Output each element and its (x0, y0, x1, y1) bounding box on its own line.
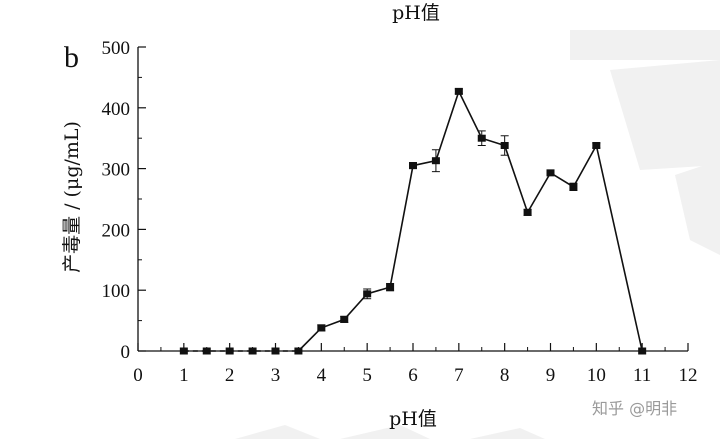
data-point (202, 347, 211, 355)
data-point (500, 141, 509, 149)
x-tick-label: 0 (133, 365, 143, 386)
y-tick-label: 200 (102, 220, 131, 241)
data-point (431, 157, 440, 165)
x-tick-label: 9 (546, 365, 556, 386)
x-tick-label: 3 (271, 365, 281, 386)
x-tick-label: 4 (317, 365, 327, 386)
data-point (317, 324, 326, 332)
data-point (271, 347, 280, 355)
data-point (294, 347, 303, 355)
x-tick-label: 11 (633, 365, 651, 386)
watermark-shape-0 (570, 30, 720, 60)
page-title: pH值 (392, 2, 440, 24)
x-tick-label: 12 (679, 365, 698, 386)
watermark-shape-4 (340, 425, 430, 439)
data-point (340, 315, 349, 323)
x-tick-label: 5 (362, 365, 372, 386)
data-point (454, 87, 463, 95)
data-point (569, 183, 578, 191)
panel-label: b (64, 41, 79, 74)
x-tick-label: 2 (225, 365, 235, 386)
watermark-shape-3 (235, 425, 320, 439)
x-tick-label: 1 (179, 365, 189, 386)
x-tick-label: 6 (408, 365, 418, 386)
data-point (386, 283, 395, 291)
data-point (248, 347, 257, 355)
data-point (592, 141, 601, 149)
watermark-shape-1 (610, 60, 720, 170)
data-point (363, 290, 372, 298)
y-tick-label: 500 (102, 38, 131, 59)
x-tick-label: 10 (587, 365, 606, 386)
watermark-background (235, 30, 720, 439)
y-tick-label: 0 (121, 342, 131, 363)
data-point (409, 162, 417, 170)
series-line-layer (183, 89, 643, 352)
x-axis-label: pH值 (389, 408, 437, 430)
marker-layer (179, 87, 647, 355)
y-tick-label: 300 (102, 160, 131, 181)
data-point (179, 347, 188, 355)
error-bar-layer (317, 88, 601, 332)
data-point (225, 347, 234, 355)
watermark-shape-5 (470, 428, 545, 439)
x-tick-label: 7 (454, 365, 464, 386)
x-tick-label: 8 (500, 365, 510, 386)
x-axis-ticks: 0 1 2 3 4 5 6 7 8 9 10 11 12 (133, 343, 698, 386)
chart-axes (137, 47, 688, 352)
series-line (297, 89, 643, 352)
data-point (546, 169, 555, 177)
watermark-text: 知乎 @明非 (592, 399, 677, 418)
y-axis-label: 产毒量 / (μg/mL) (61, 121, 83, 273)
data-point (638, 347, 647, 355)
data-point (523, 208, 532, 216)
y-tick-label: 400 (102, 99, 131, 120)
watermark-shape-2 (675, 160, 720, 255)
y-tick-label: 100 (102, 281, 131, 302)
y-axis-ticks: 0 100 200 300 400 500 (102, 38, 146, 363)
data-point (477, 134, 486, 142)
